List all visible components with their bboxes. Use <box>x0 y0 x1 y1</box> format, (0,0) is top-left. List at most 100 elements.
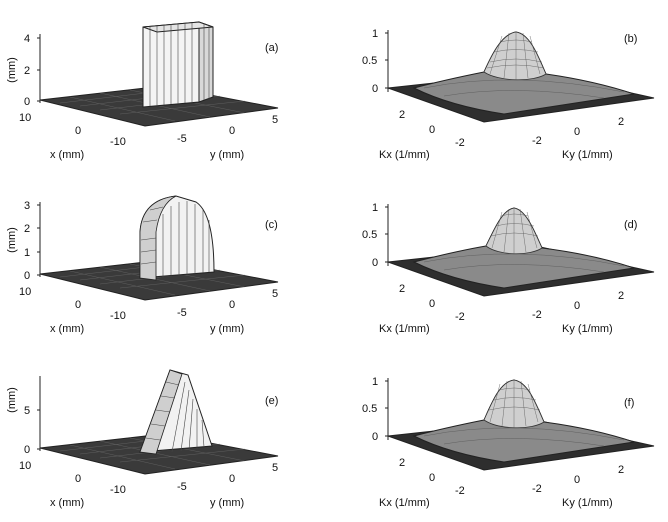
z-tick-label: 0 <box>372 257 378 269</box>
y-tick-label: 0 <box>574 300 580 312</box>
z-axis: 1 0.5 0 <box>362 28 389 95</box>
y-axis-label: Ky (1/mm) <box>562 323 613 335</box>
x-tick-label: 0 <box>75 299 81 311</box>
z-tick-label: 0.5 <box>362 229 377 241</box>
z-tick-label: 0 <box>372 431 378 443</box>
panel-label: (a) <box>265 42 278 54</box>
y-tick-label: 0 <box>229 299 235 311</box>
z-axis: 1 0.5 0 <box>362 376 389 443</box>
y-axis-label: y (mm) <box>210 323 244 335</box>
y-axis-label: y (mm) <box>210 149 244 161</box>
x-tick-label: 0 <box>429 472 435 484</box>
y-tick-label: 2 <box>618 116 624 128</box>
x-tick-label: 2 <box>399 457 405 469</box>
x-axis: 2 0 -2 Kx (1/mm) <box>379 457 465 509</box>
panel-c: 3 2 1 0 (mm) <box>0 174 334 348</box>
z-tick-label: 0.5 <box>362 403 377 415</box>
y-axis-label: Ky (1/mm) <box>562 497 613 509</box>
surface-semicircle <box>139 195 215 281</box>
y-tick-label: 5 <box>272 114 278 126</box>
y-axis: -2 0 2 Ky (1/mm) <box>532 290 624 335</box>
x-axis: 2 0 -2 Kx (1/mm) <box>379 283 465 335</box>
x-tick-label: 10 <box>19 112 31 124</box>
y-tick-label: 0 <box>574 126 580 138</box>
x-tick-label: -2 <box>455 137 465 149</box>
z-tick-label: 0 <box>372 83 378 95</box>
x-axis: 10 0 -10 x (mm) <box>19 112 126 161</box>
y-tick-label: 0 <box>574 474 580 486</box>
surface-mesh <box>412 31 635 115</box>
y-tick-label: 5 <box>272 288 278 300</box>
x-axis-label: Kx (1/mm) <box>379 323 430 335</box>
z-tick-label: 0 <box>24 270 30 282</box>
x-tick-label: 0 <box>75 473 81 485</box>
y-tick-label: -5 <box>177 307 187 319</box>
z-axis-label: (mm) <box>6 227 18 253</box>
z-tick-label: 2 <box>24 223 30 235</box>
y-tick-label: -2 <box>532 309 542 321</box>
z-tick-label: 3 <box>24 200 30 212</box>
z-axis-label: (mm) <box>6 57 18 83</box>
surface-mesh <box>412 207 635 289</box>
y-tick-label: 2 <box>618 290 624 302</box>
panel-b: 1 0.5 0 (b) 2 0 - <box>334 0 668 174</box>
y-axis: -2 0 2 Ky (1/mm) <box>532 464 624 509</box>
y-tick-label: -2 <box>532 135 542 147</box>
x-axis-label: x (mm) <box>50 149 84 161</box>
z-tick-label: 0 <box>24 444 30 456</box>
y-axis-label: y (mm) <box>210 497 244 509</box>
x-axis-label: x (mm) <box>50 497 84 509</box>
x-tick-label: 10 <box>19 286 31 298</box>
x-tick-label: 2 <box>399 109 405 121</box>
z-axis: 5 0 (mm) <box>6 376 41 456</box>
y-axis: -5 0 5 y (mm) <box>177 462 278 509</box>
x-axis-label: Kx (1/mm) <box>379 149 430 161</box>
z-axis: 3 2 1 0 (mm) <box>6 200 41 282</box>
x-tick-label: -10 <box>110 310 126 322</box>
z-axis-label: (mm) <box>6 387 18 413</box>
panel-label: (d) <box>624 219 637 231</box>
x-axis-label: Kx (1/mm) <box>379 497 430 509</box>
x-tick-label: 10 <box>19 460 31 472</box>
y-tick-label: -2 <box>532 483 542 495</box>
x-tick-label: -10 <box>110 484 126 496</box>
x-axis: 10 0 -10 x (mm) <box>19 460 126 509</box>
panel-label: (b) <box>624 33 637 45</box>
z-tick-label: 1 <box>372 28 378 40</box>
z-tick-label: 4 <box>24 33 30 45</box>
panel-f: 1 0.5 0 (f) 2 0 - <box>334 348 668 522</box>
surface-mesh <box>412 379 635 463</box>
panel-label: (e) <box>265 395 278 407</box>
y-tick-label: -5 <box>177 481 187 493</box>
surface-triangle <box>139 369 213 455</box>
x-axis-label: x (mm) <box>50 323 84 335</box>
z-tick-label: 1 <box>372 202 378 214</box>
y-tick-label: 2 <box>618 464 624 476</box>
z-tick-label: 0 <box>24 96 30 108</box>
y-axis-label: Ky (1/mm) <box>562 149 613 161</box>
panel-a: 4 2 0 (mm) <box>0 0 334 174</box>
panel-label: (c) <box>265 219 278 231</box>
z-tick-label: 1 <box>372 376 378 388</box>
x-axis: 10 0 -10 x (mm) <box>19 286 126 335</box>
z-axis: 1 0.5 0 <box>362 202 389 269</box>
surface-box <box>142 21 214 108</box>
x-tick-label: -2 <box>455 485 465 497</box>
z-tick-label: 0.5 <box>362 55 377 67</box>
y-axis: -5 0 5 y (mm) <box>177 288 278 335</box>
z-tick-label: 5 <box>24 405 30 417</box>
y-tick-label: -5 <box>177 133 187 145</box>
y-tick-label: 0 <box>229 473 235 485</box>
y-tick-label: 0 <box>229 125 235 137</box>
z-axis: 4 2 0 (mm) <box>6 33 41 108</box>
x-tick-label: 2 <box>399 283 405 295</box>
panel-label: (f) <box>624 397 634 409</box>
y-axis: -2 0 2 Ky (1/mm) <box>532 116 624 161</box>
x-tick-label: 0 <box>429 298 435 310</box>
panel-d: 1 0.5 0 (d) 2 0 - <box>334 174 668 348</box>
x-tick-label: -10 <box>110 136 126 148</box>
panel-e: 5 0 (mm) <box>0 348 334 522</box>
y-tick-label: 5 <box>272 462 278 474</box>
x-tick-label: -2 <box>455 311 465 323</box>
